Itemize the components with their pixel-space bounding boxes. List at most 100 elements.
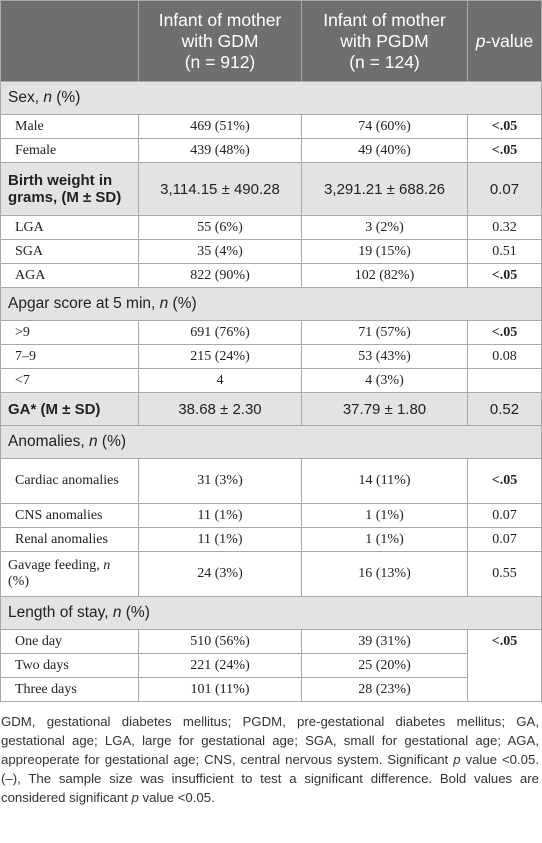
table-row: LGA 55 (6%) 3 (2%) 0.32	[0, 215, 542, 240]
header-blank	[0, 0, 139, 82]
section-title-text: Sex,	[8, 89, 44, 106]
section-stay: Length of stay, n (%)	[0, 596, 542, 630]
row-label: >9	[0, 320, 139, 345]
section-apgar: Apgar score at 5 min, n (%)	[0, 287, 542, 321]
table-row: One day 510 (56%) 39 (31%) <.05	[0, 629, 542, 702]
header-pgdm-line2: with PGDM	[340, 30, 429, 51]
table-row: >9 691 (76%) 71 (57%) <.05	[0, 320, 542, 345]
footnote-part3: value <0.05.	[138, 790, 215, 805]
p-value: 0.32	[467, 215, 542, 240]
row-label: Male	[0, 114, 139, 139]
footnote-p2: p	[131, 790, 139, 805]
pgdm-value: 1 (1%)	[301, 527, 468, 552]
header-gdm-line1: Infant of mother	[158, 9, 282, 30]
pgdm-value: 16 (13%)	[301, 551, 468, 597]
gdm-value: 221 (24%)	[138, 653, 302, 678]
pgdm-value: 71 (57%)	[301, 320, 468, 345]
header-gdm: Infant of mother with GDM (n = 912)	[138, 0, 302, 82]
pgdm-value: 3,291.21 ± 688.26	[301, 162, 468, 216]
section-sex: Sex, n (%)	[0, 81, 542, 115]
results-table: Infant of mother with GDM (n = 912) Infa…	[0, 0, 542, 702]
row-label: LGA	[0, 215, 139, 240]
p-value: <.05	[467, 629, 542, 702]
section-title-text: Apgar score at 5 min,	[8, 295, 160, 312]
gdm-value: 31 (3%)	[138, 458, 302, 504]
table-row: <7 4 4 (3%)	[0, 368, 542, 393]
section-title: Apgar score at 5 min, n (%)	[0, 287, 542, 321]
pgdm-value: 49 (40%)	[301, 138, 468, 163]
gdm-value: 55 (6%)	[138, 215, 302, 240]
row-label: Three days	[0, 677, 139, 702]
footnote-p1: p	[453, 752, 461, 767]
p-value: <.05	[467, 458, 542, 504]
gdm-value: 4	[138, 368, 302, 393]
p-value: 0.07	[467, 503, 542, 528]
gavage-label-text: Gavage feeding,	[8, 558, 104, 573]
section-title-n: n	[43, 89, 52, 106]
table-row: SGA 35 (4%) 19 (15%) 0.51	[0, 239, 542, 264]
gdm-value: 11 (1%)	[138, 527, 302, 552]
row-label: Cardiac anomalies	[0, 458, 139, 504]
gdm-value: 3,114.15 ± 490.28	[138, 162, 302, 216]
table-row-ga: GA* (M ± SD) 38.68 ± 2.30 37.79 ± 1.80 0…	[0, 392, 542, 426]
gdm-value: 101 (11%)	[138, 677, 302, 702]
section-title-n: n	[159, 295, 169, 312]
header-pgdm: Infant of mother with PGDM (n = 124)	[301, 0, 468, 82]
row-label: Two days	[0, 653, 139, 678]
header-pgdm-line1: Infant of mother	[323, 9, 446, 30]
row-label: AGA	[0, 263, 139, 288]
gdm-value: 215 (24%)	[138, 344, 302, 369]
pgdm-value: 25 (20%)	[301, 653, 468, 678]
header-pgdm-n: (n = 124)	[349, 51, 420, 72]
pgdm-value: 53 (43%)	[301, 344, 468, 369]
gdm-value: 24 (3%)	[138, 551, 302, 597]
row-label: Female	[0, 138, 139, 163]
table-row-birth-weight: Birth weight in grams, (M ± SD) 3,114.15…	[0, 162, 542, 216]
pgdm-value: 19 (15%)	[301, 239, 468, 264]
pgdm-value: 14 (11%)	[301, 458, 468, 504]
pgdm-value: 4 (3%)	[301, 368, 468, 393]
p-value: 0.07	[467, 162, 542, 216]
pgdm-value: 28 (23%)	[301, 677, 468, 702]
header-row: Infant of mother with GDM (n = 912) Infa…	[0, 0, 542, 82]
row-label: Birth weight in grams, (M ± SD)	[0, 162, 139, 216]
header-gdm-n: (n = 912)	[184, 51, 256, 72]
row-label: Gavage feeding, n (%)	[0, 551, 139, 597]
table-footnote: GDM, gestational diabetes mellitus; PGDM…	[0, 702, 540, 807]
section-anomalies: Anomalies, n (%)	[0, 425, 542, 459]
p-value: <.05	[467, 114, 542, 139]
pgdm-value: 74 (60%)	[301, 114, 468, 139]
section-title-n: n	[88, 433, 98, 450]
row-label: <7	[0, 368, 139, 393]
footnote-part1: GDM, gestational diabetes mellitus; PGDM…	[1, 714, 539, 767]
header-gdm-line2: with GDM	[181, 30, 259, 51]
pgdm-value: 3 (2%)	[301, 215, 468, 240]
gdm-value: 822 (90%)	[138, 263, 302, 288]
section-title-n: n	[112, 604, 122, 621]
table-row: Three days 101 (11%) 28 (23%)	[0, 677, 542, 702]
table-row: Cardiac anomalies 31 (3%) 14 (11%) <.05	[0, 458, 542, 504]
section-title-tail: (%)	[121, 604, 150, 621]
table-row: AGA 822 (90%) 102 (82%) <.05	[0, 263, 542, 288]
row-label: 7–9	[0, 344, 139, 369]
p-value: 0.08	[467, 344, 542, 369]
p-value: 0.07	[467, 527, 542, 552]
p-value: <.05	[467, 138, 542, 163]
table-row: Male 469 (51%) 74 (60%) <.05	[0, 114, 542, 139]
section-title-text: Length of stay,	[8, 604, 113, 621]
header-p-rest: -value	[485, 30, 534, 51]
section-title-tail: (%)	[51, 89, 81, 106]
p-value: 0.51	[467, 239, 542, 264]
pgdm-value: 37.79 ± 1.80	[301, 392, 468, 426]
gavage-label-tail: (%)	[8, 574, 29, 589]
section-title-tail: (%)	[97, 433, 127, 450]
section-title: Sex, n (%)	[0, 81, 542, 115]
pgdm-value: 102 (82%)	[301, 263, 468, 288]
table-row-gavage: Gavage feeding, n (%) 24 (3%) 16 (13%) 0…	[0, 551, 542, 597]
section-title: Length of stay, n (%)	[0, 596, 542, 630]
p-value: <.05	[467, 320, 542, 345]
header-pvalue: p-value	[467, 0, 542, 82]
p-value: <.05	[467, 263, 542, 288]
pgdm-value: 39 (31%)	[301, 629, 468, 654]
footnote-part2: value <0.05. (–), The sample size was in…	[1, 752, 539, 805]
